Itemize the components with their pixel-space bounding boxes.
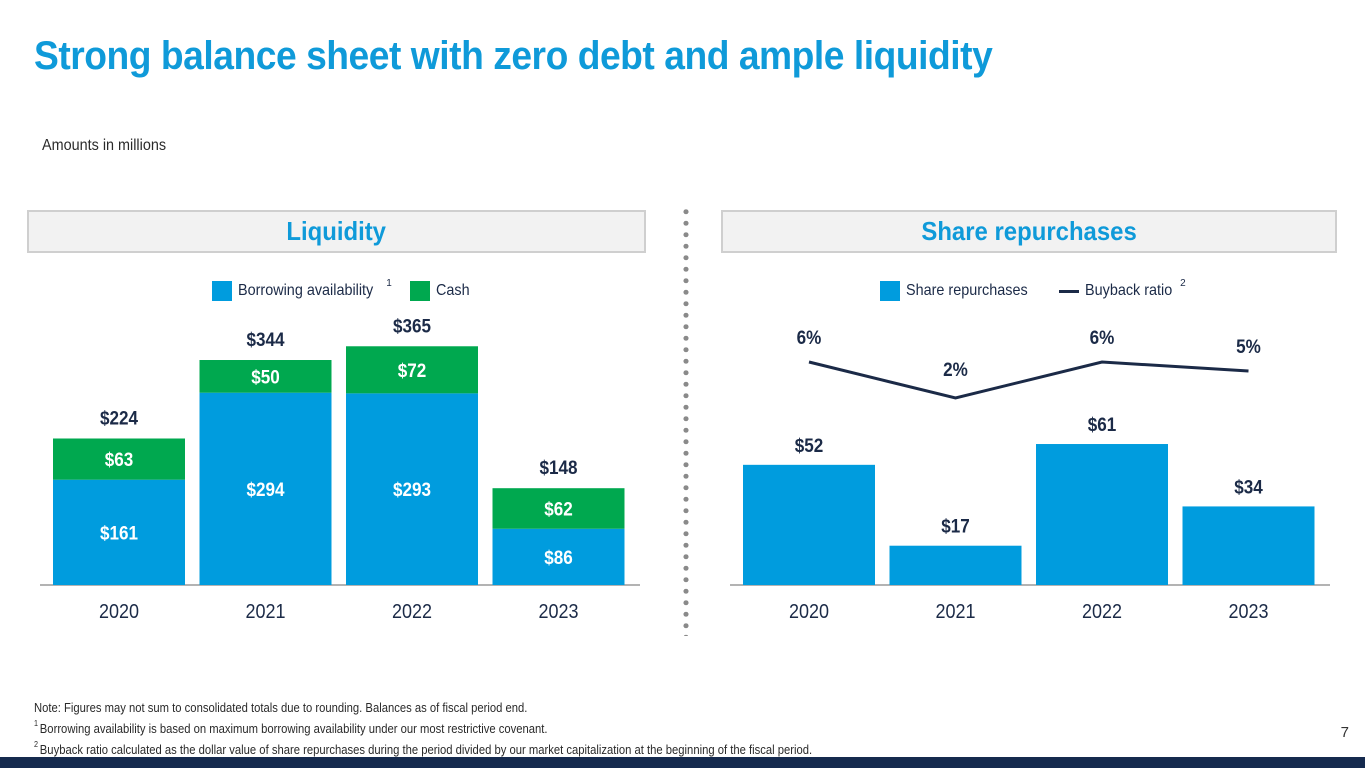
data-label-buyback-2021: 2% xyxy=(943,359,968,380)
data-label-total-2022: $365 xyxy=(393,315,431,336)
footer-bar xyxy=(0,757,1365,768)
bar-share-repurchases-2022 xyxy=(1036,444,1168,585)
data-label-total-2021: $344 xyxy=(246,329,284,350)
x-tick-label-2021: 2021 xyxy=(245,601,285,623)
footnote-2: 2 Buyback ratio calculated as the dollar … xyxy=(34,738,812,759)
legend-label-cash: Cash xyxy=(435,282,470,299)
footnote-2-text: Buyback ratio calculated as the dollar v… xyxy=(39,743,813,758)
bar-borrowing-2022 xyxy=(346,393,478,585)
liquidity-panel-header: Liquidity xyxy=(27,210,646,253)
repurchases-chart: $52 2020 $17 2021 $61 2022 $34 2023 6% 2% 6% 5% xyxy=(730,327,1330,623)
footnote-1-text: Borrowing availability is based on maxim… xyxy=(39,722,548,737)
bar-cash-2023 xyxy=(492,488,625,529)
data-label-borrowing-2022: $293 xyxy=(393,479,431,500)
footnote-1-mark: 1 xyxy=(34,719,39,728)
legend-label-share-repurchases: Share repurchases xyxy=(906,282,1028,299)
x-tick-label-2023: 2023 xyxy=(538,601,578,623)
footnote-marker-2: 2 xyxy=(1180,277,1186,289)
x-tick-label-2022: 2022 xyxy=(1082,601,1122,623)
footnote-2-mark: 2 xyxy=(34,740,39,750)
repurchases-panel-header: Share repurchases xyxy=(721,210,1337,253)
bar-share-repurchases-2020 xyxy=(743,464,875,585)
data-label-total-2020: $224 xyxy=(100,408,138,429)
legend-item-cash: Cash xyxy=(409,281,473,301)
data-label-total-2023: $148 xyxy=(539,457,577,478)
bar-cash-2020 xyxy=(53,438,185,480)
legend-item-borrowing: Borrowing availability 1 xyxy=(212,277,392,301)
data-label-repurchases-2022: $61 xyxy=(1088,414,1117,435)
repurchases-header-label: Share repurchases xyxy=(921,216,1137,246)
liquidity-legend: Borrowing availability 1 Cash xyxy=(212,277,491,302)
data-label-cash-2023: $62 xyxy=(544,499,573,520)
legend-swatch-borrowing xyxy=(212,281,232,301)
x-tick-label-2023: 2023 xyxy=(1228,601,1268,623)
x-tick-label-2021: 2021 xyxy=(935,601,975,623)
data-label-repurchases-2023: $34 xyxy=(1234,477,1263,498)
data-label-repurchases-2020: $52 xyxy=(795,435,824,456)
x-tick-label-2020: 2020 xyxy=(789,601,829,623)
bar-cash-2021 xyxy=(199,360,332,393)
footnote-marker-1: 1 xyxy=(386,277,392,289)
buyback-ratio-line xyxy=(808,360,1249,400)
footnote-note: Note: Figures may not sum to consolidate… xyxy=(34,701,528,715)
data-label-cash-2020: $63 xyxy=(105,449,134,470)
bar-borrowing-2021 xyxy=(199,392,332,585)
page-number: 7 xyxy=(1340,724,1349,741)
data-label-cash-2021: $50 xyxy=(251,367,280,388)
page-title: Strong balance sheet with zero debt and … xyxy=(34,34,993,78)
liquidity-header-label: Liquidity xyxy=(286,216,387,246)
legend-item-buyback-ratio: Buyback ratio 2 xyxy=(1059,278,1186,300)
data-label-buyback-2023: 5% xyxy=(1236,336,1261,357)
dotted-divider xyxy=(683,206,689,636)
legend-item-share-repurchases: Share repurchases xyxy=(880,281,1041,301)
data-label-buyback-2020: 6% xyxy=(797,327,822,348)
bar-cash-2022 xyxy=(346,346,478,394)
data-label-borrowing-2021: $294 xyxy=(246,479,284,500)
legend-label-buyback-ratio: Buyback ratio xyxy=(1085,282,1173,299)
bar-share-repurchases-2021 xyxy=(889,545,1022,585)
units-note: Amounts in millions xyxy=(42,137,167,154)
legend-line-buyback-ratio xyxy=(1059,289,1080,293)
data-label-borrowing-2020: $161 xyxy=(100,523,138,544)
bar-share-repurchases-2023 xyxy=(1182,506,1315,585)
legend-swatch-cash xyxy=(409,281,430,301)
legend-swatch-share-repurchases xyxy=(880,281,900,301)
liquidity-chart: $161 $63 $224 2020 $294 $50 $344 2021 $293 $72 $36… xyxy=(40,315,640,623)
data-label-cash-2022: $72 xyxy=(398,360,427,381)
legend-label-borrowing: Borrowing availability xyxy=(238,282,374,299)
bar-borrowing-2020 xyxy=(53,479,185,585)
footnote-1: 1 Borrowing availability is based on maxi… xyxy=(34,717,812,738)
x-tick-label-2022: 2022 xyxy=(392,601,432,623)
bar-borrowing-2023 xyxy=(492,528,625,585)
repurchases-legend: Share repurchases Buyback ratio 2 xyxy=(880,278,1204,302)
data-label-buyback-2022: 6% xyxy=(1090,327,1115,348)
x-tick-label-2020: 2020 xyxy=(99,601,139,623)
data-label-borrowing-2023: $86 xyxy=(544,547,573,568)
footnotes: Note: Figures may not sum to consolidate… xyxy=(34,700,899,759)
data-label-repurchases-2021: $17 xyxy=(941,516,970,537)
